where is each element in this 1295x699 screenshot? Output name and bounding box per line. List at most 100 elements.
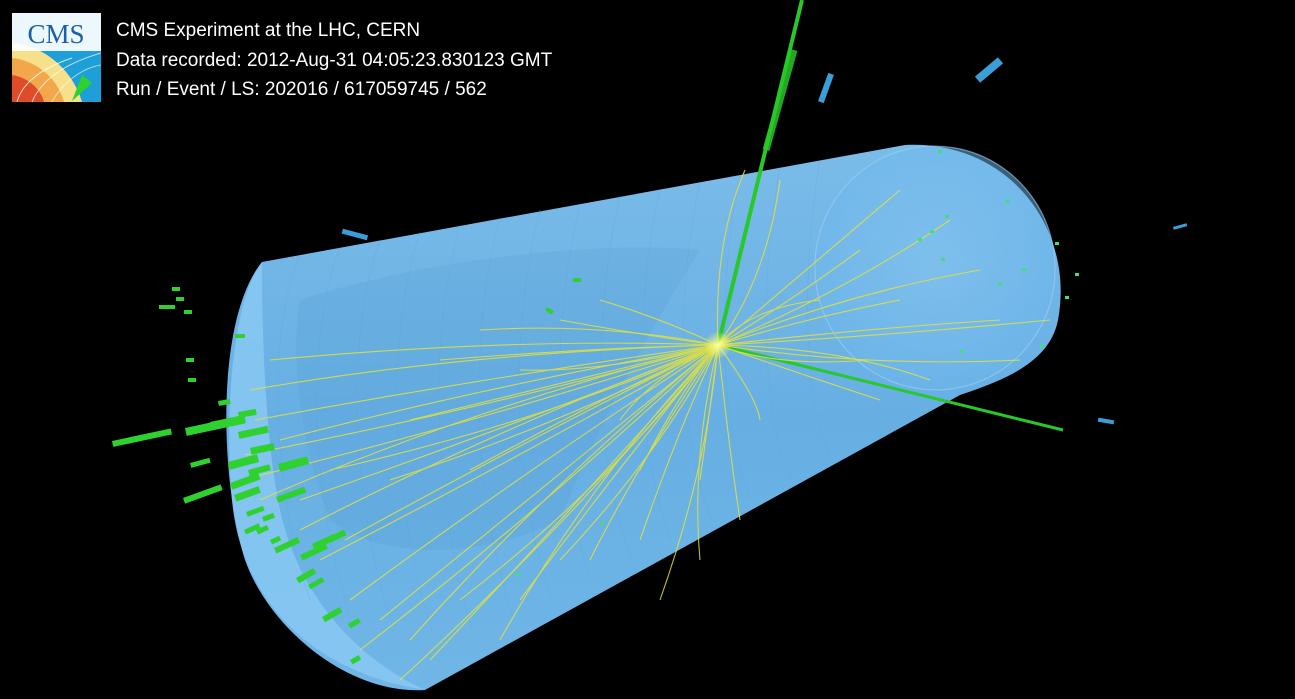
energy-deposit — [184, 310, 192, 314]
hit — [960, 350, 964, 353]
track — [479, 327, 719, 346]
track — [379, 344, 719, 621]
energy-deposit — [172, 287, 180, 291]
energy-deposit — [176, 297, 184, 301]
energy-deposit — [186, 358, 194, 362]
energy-deposit — [188, 378, 196, 382]
track — [469, 344, 719, 471]
track — [619, 344, 719, 421]
energy-deposit — [248, 464, 271, 476]
energy-deposit — [233, 486, 261, 502]
track — [717, 344, 931, 381]
track — [259, 344, 719, 501]
logo-text: CMS — [27, 19, 84, 49]
hit — [1075, 273, 1079, 276]
energy-deposit — [307, 577, 325, 590]
track — [389, 344, 719, 481]
track — [699, 344, 719, 481]
track — [717, 249, 861, 346]
hit — [1040, 344, 1044, 347]
hit — [600, 522, 604, 525]
track — [399, 344, 719, 681]
energy-deposit — [227, 454, 260, 470]
energy-deposit — [295, 568, 317, 584]
track — [519, 344, 719, 371]
track — [519, 344, 719, 601]
detector-barrel — [226, 144, 1061, 691]
track — [409, 344, 719, 421]
track — [717, 189, 901, 346]
hit — [941, 258, 945, 261]
track — [716, 169, 746, 346]
track — [279, 344, 719, 441]
hit — [1022, 268, 1026, 271]
energy-deposit — [347, 618, 361, 629]
hit — [945, 215, 949, 218]
track — [409, 344, 719, 641]
energy-deposit — [250, 443, 275, 455]
energy-deposit — [238, 408, 257, 418]
energy-deposit — [210, 414, 246, 430]
track — [254, 344, 719, 421]
hit — [1065, 296, 1069, 299]
energy-deposit — [276, 486, 307, 503]
energy-deposit — [246, 505, 265, 517]
track — [717, 344, 871, 363]
track — [717, 344, 741, 521]
track — [329, 344, 719, 471]
track — [299, 344, 719, 501]
experiment-title: CMS Experiment at the LHC, CERN — [116, 20, 421, 41]
track — [319, 344, 719, 561]
energy-deposit — [274, 537, 301, 554]
hit — [918, 238, 922, 241]
energy-deposit — [321, 607, 343, 623]
hit — [930, 230, 934, 233]
energy-deposit — [235, 334, 245, 338]
energy-deposit — [326, 529, 347, 544]
track — [269, 342, 719, 361]
track — [717, 269, 981, 346]
energy-deposit — [544, 306, 554, 315]
energy-deposit — [217, 398, 231, 406]
energy-deposit — [243, 523, 261, 535]
track — [717, 299, 901, 346]
hit — [1055, 242, 1059, 245]
track — [499, 344, 719, 641]
muon-chambers — [341, 57, 1188, 425]
track — [717, 319, 1001, 346]
energy-deposit — [238, 425, 269, 439]
energy-deposit — [256, 524, 269, 535]
energy-deposit — [300, 543, 328, 561]
event-info: CMS Experiment at the LHC, CERN Data rec… — [116, 16, 552, 105]
energy-deposit — [190, 457, 211, 468]
energy-deposit — [269, 535, 282, 545]
energy-deposit — [183, 484, 223, 504]
track — [697, 344, 719, 561]
track — [599, 299, 719, 346]
data-recorded: Data recorded: 2012-Aug-31 04:05:23.8301… — [116, 49, 553, 71]
track — [349, 344, 719, 601]
hit — [938, 150, 942, 153]
track — [429, 344, 719, 661]
collision-vertex — [704, 331, 732, 359]
energy-deposit — [573, 278, 581, 282]
track — [639, 344, 719, 541]
cms-logo-icon: CMS — [12, 13, 101, 102]
particle-tracks — [239, 169, 1051, 681]
energy-deposit — [350, 655, 362, 665]
run-event-ls: Run / Event / LS: 202016 / 617059745 / 5… — [116, 79, 487, 100]
track — [299, 344, 719, 531]
track — [717, 219, 951, 346]
energy-deposit — [278, 456, 310, 472]
hit — [998, 283, 1002, 286]
energy-deposit — [159, 305, 175, 309]
energy-deposit — [111, 428, 172, 447]
track — [559, 319, 719, 346]
energy-deposit — [262, 512, 275, 522]
hit — [516, 573, 520, 576]
track — [717, 179, 781, 346]
hit — [1005, 200, 1009, 203]
track — [439, 344, 719, 361]
energy-deposits — [111, 150, 1079, 665]
